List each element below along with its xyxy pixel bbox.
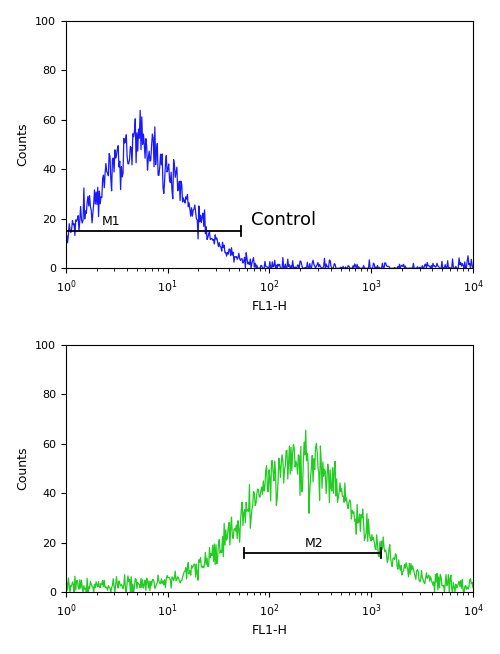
X-axis label: FL1-H: FL1-H <box>252 300 288 313</box>
Text: Control: Control <box>251 211 316 229</box>
Text: M1: M1 <box>102 215 120 228</box>
X-axis label: FL1-H: FL1-H <box>252 625 288 638</box>
Y-axis label: Counts: Counts <box>16 447 30 490</box>
Y-axis label: Counts: Counts <box>16 123 30 166</box>
Text: M2: M2 <box>305 537 324 549</box>
